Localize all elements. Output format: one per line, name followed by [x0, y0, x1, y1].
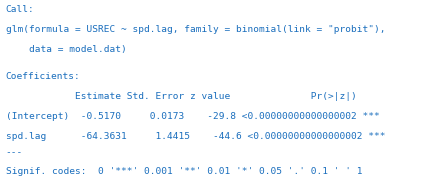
Text: ---: --- [6, 148, 23, 157]
Text: Coefficients:: Coefficients: [6, 72, 80, 81]
Text: Call:: Call: [6, 5, 35, 14]
Text: Signif. codes:  0 '***' 0.001 '**' 0.01 '*' 0.05 '.' 0.1 ' ' 1: Signif. codes: 0 '***' 0.001 '**' 0.01 '… [6, 167, 362, 176]
Text: (Intercept)  -0.5170     0.0173    -29.8 <0.00000000000000002 ***: (Intercept) -0.5170 0.0173 -29.8 <0.0000… [6, 112, 380, 121]
Text: Estimate Std. Error z value              Pr(>|z|): Estimate Std. Error z value Pr(>|z|) [6, 92, 380, 101]
Text: glm(formula = USREC ~ spd.lag, family = binomial(link = "probit"),: glm(formula = USREC ~ spd.lag, family = … [6, 25, 385, 34]
Text: spd.lag      -64.3631     1.4415    -44.6 <0.00000000000000002 ***: spd.lag -64.3631 1.4415 -44.6 <0.0000000… [6, 132, 385, 141]
Text: data = model.dat): data = model.dat) [6, 45, 127, 54]
